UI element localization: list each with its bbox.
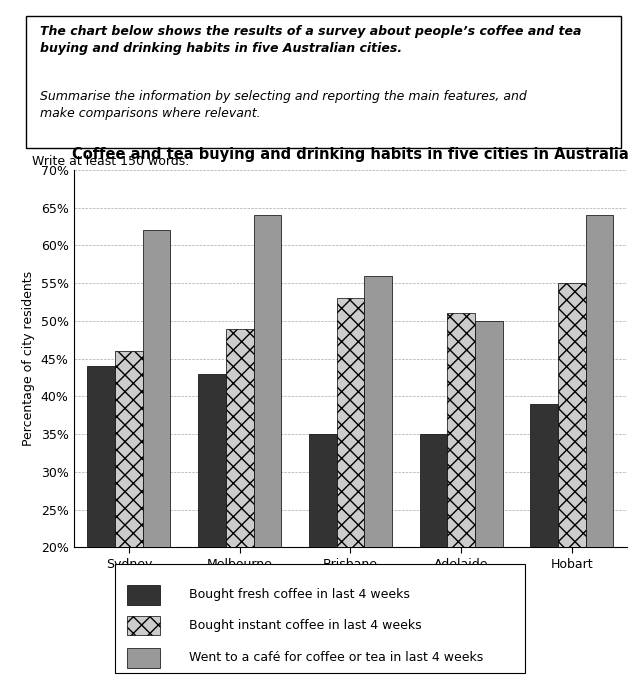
Text: Went to a café for coffee or tea in last 4 weeks: Went to a café for coffee or tea in last… [189,651,483,664]
Bar [337,299,364,680]
Bar [364,275,392,680]
FancyBboxPatch shape [26,16,621,148]
Bar [88,367,115,680]
FancyBboxPatch shape [127,648,160,668]
Text: Bought fresh coffee in last 4 weeks: Bought fresh coffee in last 4 weeks [189,588,410,601]
FancyBboxPatch shape [127,615,160,635]
Bar [558,284,586,680]
Bar [253,216,281,680]
FancyBboxPatch shape [127,585,160,605]
Title: Coffee and tea buying and drinking habits in five cities in Australia: Coffee and tea buying and drinking habit… [72,147,628,162]
Bar [531,404,558,680]
Text: Summarise the information by selecting and reporting the main features, and
make: Summarise the information by selecting a… [40,90,527,120]
FancyBboxPatch shape [115,564,525,673]
Bar [586,216,613,680]
Bar [447,313,475,680]
Y-axis label: Percentage of city residents: Percentage of city residents [22,271,35,446]
Text: Bought instant coffee in last 4 weeks: Bought instant coffee in last 4 weeks [189,619,422,632]
Text: The chart below shows the results of a survey about people’s coffee and tea
buyi: The chart below shows the results of a s… [40,25,582,55]
Bar [198,374,226,680]
Bar [226,328,253,680]
Bar [475,321,502,680]
Bar [309,435,337,680]
Text: Write at least 150 words.: Write at least 150 words. [32,155,189,168]
Bar [115,351,143,680]
Bar [420,435,447,680]
Bar [143,231,170,680]
